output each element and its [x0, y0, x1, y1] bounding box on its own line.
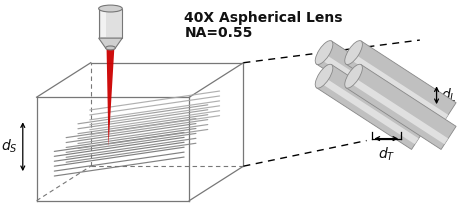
- Text: $d_S$: $d_S$: [1, 138, 18, 155]
- Polygon shape: [320, 77, 419, 144]
- Text: NA=0.55: NA=0.55: [184, 26, 253, 40]
- Polygon shape: [317, 65, 427, 149]
- Polygon shape: [100, 10, 106, 37]
- Polygon shape: [346, 41, 456, 126]
- Ellipse shape: [315, 41, 333, 65]
- Polygon shape: [99, 8, 122, 38]
- Text: $d_L$: $d_L$: [440, 87, 456, 104]
- Polygon shape: [99, 38, 122, 48]
- Ellipse shape: [345, 64, 363, 88]
- Polygon shape: [346, 65, 456, 149]
- Ellipse shape: [315, 64, 333, 88]
- Polygon shape: [349, 53, 448, 121]
- Polygon shape: [320, 53, 419, 121]
- Polygon shape: [317, 41, 427, 126]
- Polygon shape: [349, 77, 448, 144]
- Ellipse shape: [345, 41, 363, 65]
- Polygon shape: [107, 47, 114, 147]
- Ellipse shape: [106, 46, 115, 50]
- Ellipse shape: [99, 5, 122, 12]
- Text: $d_T$: $d_T$: [378, 145, 395, 163]
- Text: 40X Aspherical Lens: 40X Aspherical Lens: [184, 11, 343, 25]
